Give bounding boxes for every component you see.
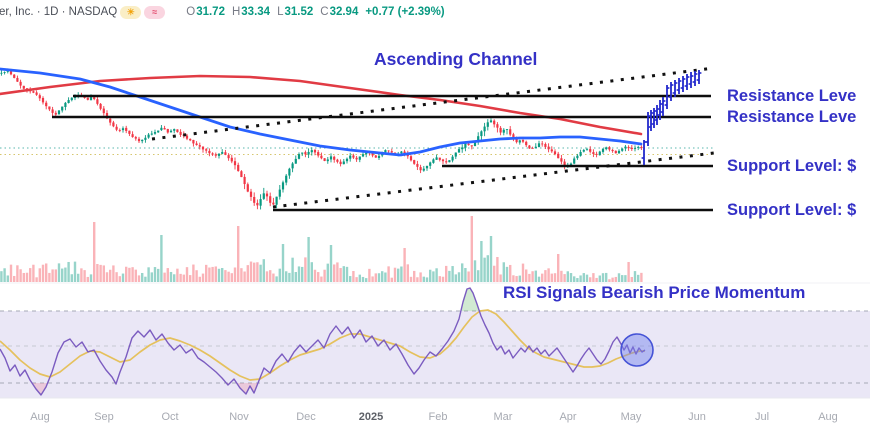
x-axis-label: Jun (688, 411, 706, 423)
support-level-2-label[interactable]: Support Level: $ (727, 201, 857, 219)
x-axis-label: 2025 (358, 411, 384, 423)
high-label: H (231, 6, 241, 18)
x-axis-label: Aug (30, 411, 50, 423)
support-resistance-lines[interactable] (52, 94, 713, 212)
moving-averages (0, 67, 643, 157)
high-value: 33.34 (241, 6, 271, 18)
approx-badge-icon[interactable]: ≈ (144, 5, 166, 19)
ohlc-values: O 31.72 H 33.34 L 31.52 C 32.94 +0.77 (+2.39… (179, 6, 444, 18)
ma-fast-line (0, 67, 643, 157)
chart-legend: er, Inc. · 1D · NASDAQ ☀ ≈ O 31.72 H 33.34… (0, 4, 445, 20)
rsi-highlight-circle[interactable] (620, 333, 654, 367)
low-value: 31.52 (284, 6, 314, 18)
rsi-ma-line (0, 309, 645, 381)
x-axis-label: Apr (559, 411, 577, 423)
support-level-1-label[interactable]: Support Level: $ (727, 157, 857, 175)
resistance-level-1-label[interactable]: Resistance Leve (727, 87, 857, 105)
x-axis-label: Oct (161, 411, 179, 423)
close-label: C (320, 6, 329, 18)
x-axis-label: Mar (493, 411, 513, 423)
price-dotted-lines (0, 147, 714, 155)
x-axis-label: Sep (94, 411, 114, 423)
change-value: +0.77 (+2.39%) (365, 6, 445, 18)
open-label: O (186, 6, 196, 18)
x-axis-label: Dec (296, 411, 316, 423)
rsi-line (0, 287, 646, 396)
x-axis-label: Nov (229, 411, 249, 423)
symbol-title[interactable]: er, Inc. · 1D · NASDAQ (0, 6, 118, 18)
x-axis-label: Feb (428, 411, 448, 423)
sun-badge-icon[interactable]: ☀ (120, 5, 142, 19)
volume-series (0, 216, 643, 282)
ascending-channel-lines[interactable] (151, 66, 715, 209)
low-label: L (277, 6, 284, 18)
open-value: 31.72 (196, 6, 225, 18)
close-value: 32.94 (329, 6, 359, 18)
blue-price-bars (641, 70, 702, 165)
x-axis-label: Aug (818, 411, 838, 423)
x-axis-label: Jul (754, 411, 770, 423)
candlestick-series (0, 68, 643, 210)
x-axis-label: May (620, 411, 642, 423)
ascending-channel-label[interactable]: Ascending Channel (374, 49, 538, 69)
rsi-pane[interactable] (0, 287, 870, 398)
time-axis[interactable]: Aug Sep Oct Nov Dec 2025 Feb Mar Apr May Jun Jul Aug (0, 411, 870, 427)
rsi-annotation-label[interactable]: RSI Signals Bearish Price Momentum (503, 283, 806, 302)
resistance-level-2-label[interactable]: Resistance Leve (727, 108, 857, 126)
